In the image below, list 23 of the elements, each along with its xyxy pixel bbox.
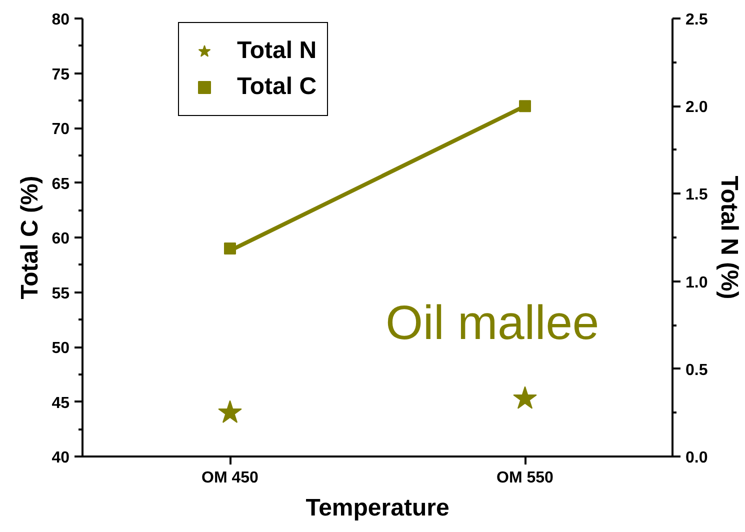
legend-label: Total C xyxy=(237,73,317,101)
y-tick-label: 60 xyxy=(52,230,70,248)
y-tick-label: 65 xyxy=(52,176,70,193)
y2-tick-label: 0.5 xyxy=(686,362,708,379)
x-tick-label: OM 550 xyxy=(496,470,554,486)
y-tick-label: 80 xyxy=(52,12,70,28)
legend-label: Total N xyxy=(237,37,317,65)
y-tick-label: 70 xyxy=(52,121,70,138)
y2-axis-title: Total N (%) xyxy=(716,176,743,300)
x-axis-title: Temperature xyxy=(306,494,450,522)
y-axis-title: Total C (%) xyxy=(16,176,44,300)
y-tick-label: 50 xyxy=(52,340,70,357)
x-tick-label: OM 450 xyxy=(202,470,259,486)
y-tick-label: 75 xyxy=(52,66,70,84)
annotation: Oil mallee xyxy=(386,296,600,350)
y2-tick-label: 2.5 xyxy=(686,12,708,28)
y-tick-label: 45 xyxy=(52,394,70,412)
y-tick-label: 55 xyxy=(52,285,70,302)
y2-tick-label: 0.0 xyxy=(686,450,708,466)
y2-tick-label: 1.5 xyxy=(686,186,708,204)
y2-tick-label: 2.0 xyxy=(686,99,708,116)
y-tick-label: 40 xyxy=(52,450,70,466)
y2-tick-label: 1.0 xyxy=(686,274,708,292)
